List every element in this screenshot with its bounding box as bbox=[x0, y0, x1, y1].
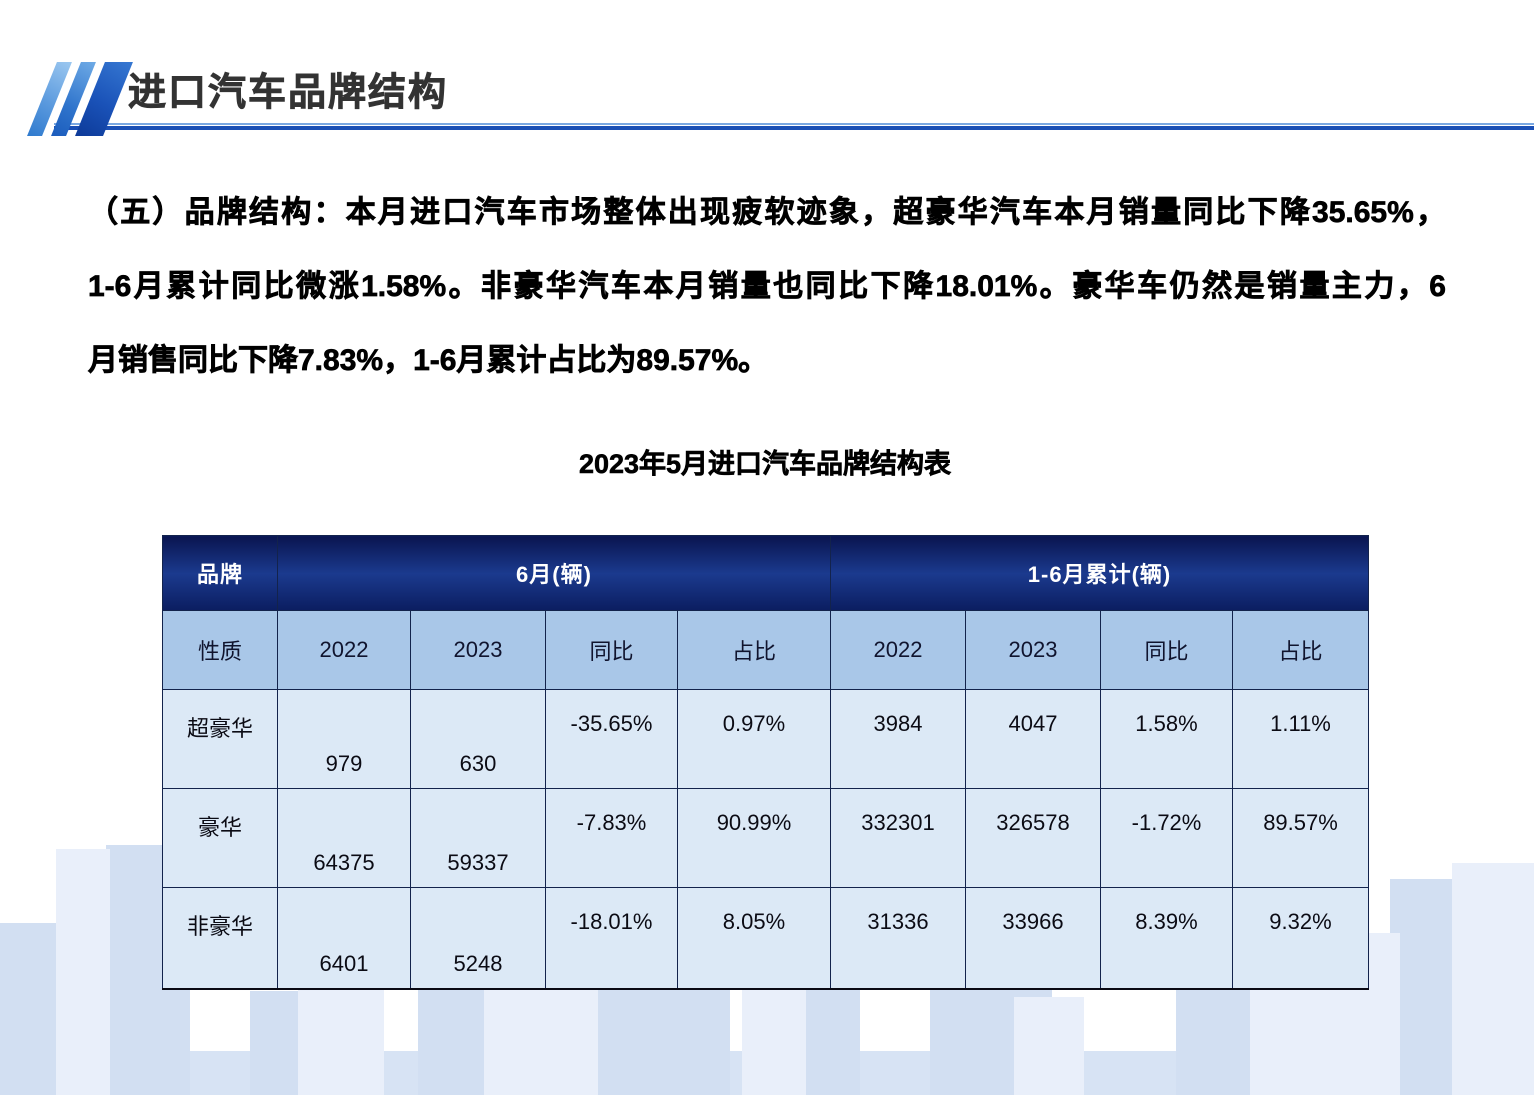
cell-cum-2023: 326578 bbox=[965, 788, 1101, 888]
cell-cum-2022: 31336 bbox=[830, 887, 966, 990]
subheader-cell: 2023 bbox=[410, 610, 546, 690]
col-group-brand: 品牌 bbox=[162, 535, 278, 611]
table-row: 非豪华 6401 5248 -18.01% 8.05% 31336 33966 … bbox=[162, 887, 1369, 990]
cell-june-2022: 64375 bbox=[277, 788, 411, 888]
cell-june-share: 0.97% bbox=[677, 689, 831, 789]
subheader-cell: 占比 bbox=[677, 610, 831, 690]
row-label: 超豪华 bbox=[162, 689, 278, 789]
subheader-cell: 同比 bbox=[1100, 610, 1233, 690]
summary-line: （五）品牌结构：本月进口汽车市场整体出现疲软迹象，超豪华汽车本月销量同比下降35… bbox=[88, 196, 1447, 230]
skyline-bar bbox=[1452, 863, 1534, 1095]
cell-june-share: 8.05% bbox=[677, 887, 831, 990]
row-label: 豪华 bbox=[162, 788, 278, 888]
cell-june-yoy: -18.01% bbox=[545, 887, 678, 990]
subheader-cell: 同比 bbox=[545, 610, 678, 690]
header-divider bbox=[54, 123, 1534, 130]
subheader-cell: 占比 bbox=[1232, 610, 1369, 690]
cell-cum-share: 89.57% bbox=[1232, 788, 1369, 888]
cell-june-2022: 6401 bbox=[277, 887, 411, 990]
table-title: 2023年5月进口汽车品牌结构表 bbox=[578, 449, 952, 480]
table-row: 超豪华 979 630 -35.65% 0.97% 3984 4047 1.58… bbox=[162, 689, 1369, 789]
table-row: 豪华 64375 59337 -7.83% 90.99% 332301 3265… bbox=[162, 788, 1369, 888]
brand-structure-table: 品牌 6月(辆) 1-6月累计(辆) 性质 2022 2023 同比 占比 20… bbox=[162, 535, 1369, 990]
cell-cum-share: 9.32% bbox=[1232, 887, 1369, 990]
cell-june-yoy: -7.83% bbox=[545, 788, 678, 888]
cell-june-share: 90.99% bbox=[677, 788, 831, 888]
col-group-cumulative: 1-6月累计(辆) bbox=[830, 535, 1369, 611]
summary-line: 月销售同比下降7.83%，1-6月累计占比为89.57%。 bbox=[88, 344, 769, 378]
cell-cum-yoy: 1.58% bbox=[1100, 689, 1233, 789]
summary-paragraph: （五）品牌结构：本月进口汽车市场整体出现疲软迹象，超豪华汽车本月销量同比下降35… bbox=[88, 176, 1447, 398]
cell-cum-2023: 4047 bbox=[965, 689, 1101, 789]
table-subheader-row: 性质 2022 2023 同比 占比 2022 2023 同比 占比 bbox=[162, 610, 1369, 690]
cell-cum-yoy: 8.39% bbox=[1100, 887, 1233, 990]
cell-june-2023: 59337 bbox=[410, 788, 546, 888]
cell-june-2023: 5248 bbox=[410, 887, 546, 990]
cell-june-2022: 979 bbox=[277, 689, 411, 789]
subheader-cell: 2022 bbox=[277, 610, 411, 690]
skyline-bar bbox=[56, 849, 110, 1095]
subheader-cell: 2022 bbox=[830, 610, 966, 690]
cell-june-2023: 630 bbox=[410, 689, 546, 789]
table-group-header-row: 品牌 6月(辆) 1-6月累计(辆) bbox=[162, 535, 1369, 611]
skyline-bar bbox=[1014, 997, 1084, 1095]
col-group-june: 6月(辆) bbox=[277, 535, 831, 611]
row-label: 非豪华 bbox=[162, 887, 278, 990]
skyline-bar bbox=[0, 923, 56, 1095]
cell-cum-2022: 3984 bbox=[830, 689, 966, 789]
cell-cum-2023: 33966 bbox=[965, 887, 1101, 990]
subheader-cell: 2023 bbox=[965, 610, 1101, 690]
logo-stripes-icon bbox=[26, 62, 133, 138]
page-title: 进口汽车品牌结构 bbox=[128, 72, 449, 115]
summary-line: 1-6月累计同比微涨1.58%。非豪华汽车本月销量也同比下降18.01%。豪华车… bbox=[88, 270, 1447, 304]
cell-cum-share: 1.11% bbox=[1232, 689, 1369, 789]
cell-june-yoy: -35.65% bbox=[545, 689, 678, 789]
subheader-cell: 性质 bbox=[162, 610, 278, 690]
cell-cum-2022: 332301 bbox=[830, 788, 966, 888]
skyline-bar bbox=[298, 971, 384, 1095]
cell-cum-yoy: -1.72% bbox=[1100, 788, 1233, 888]
